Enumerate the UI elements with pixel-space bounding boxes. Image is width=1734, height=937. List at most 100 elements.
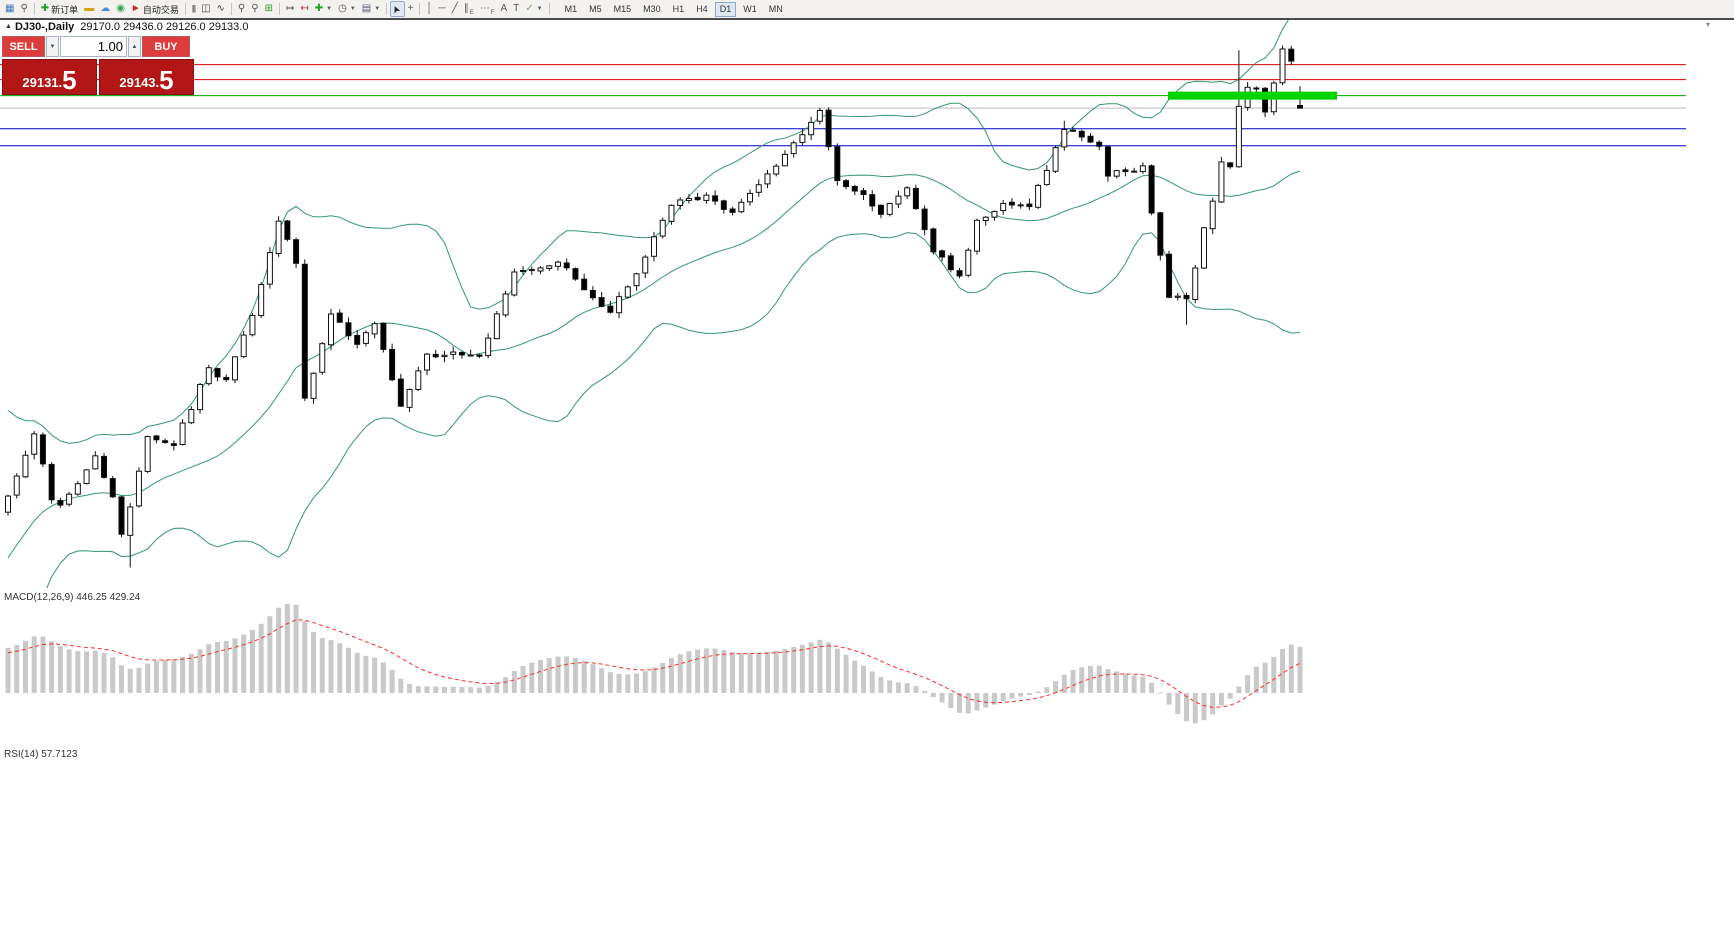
timeframe-m15[interactable]: M15 xyxy=(613,3,632,14)
trendline-icon: ╱ xyxy=(451,3,458,14)
timeframe-mn[interactable]: MN xyxy=(768,3,783,14)
vertical-line-icon: │ xyxy=(426,3,433,14)
new-order-button-label: 新订单 xyxy=(51,4,79,15)
dropdown-arrow-icon: ▼ xyxy=(374,6,381,12)
toolbar: ▦ ⚲ ✚ 新订单 ▬ ☁ ◉ ► 自动交易 ||| ◫ ∿ ⚲ ⚲ ⊞ ↦ ↤ ✚ ▼ ◷ ▼ ▤ ▼ ➤ + │ ─ ╱ ∥ E ⋯ F A… xyxy=(0,0,1734,18)
fibonacci-icon[interactable]: ⋯ F xyxy=(477,1,498,17)
timeframe-h1[interactable]: H1 xyxy=(672,3,685,14)
bars-chart-icon: ||| xyxy=(191,4,196,13)
toolbar-separator xyxy=(386,3,388,15)
new-chart-icon[interactable]: ✚ ▼ xyxy=(312,1,335,17)
horizontal-line-icon[interactable]: ─ xyxy=(436,1,449,17)
autotrading-icon: ► xyxy=(130,3,141,14)
signal-icon: ◉ xyxy=(116,3,125,14)
zoom-out-icon: ⚲ xyxy=(251,3,259,14)
tile-windows-icon[interactable]: ⊞ xyxy=(262,1,276,17)
chart-collapse-icon[interactable]: ▾ xyxy=(1706,20,1711,29)
chart-shift-icon[interactable]: ↤ xyxy=(297,1,311,17)
level-lines-layer[interactable] xyxy=(0,64,1686,147)
buy-price-button[interactable]: 29143. 5 xyxy=(99,59,194,95)
text-icon[interactable]: A xyxy=(497,1,510,17)
line-chart-icon[interactable]: ∿ xyxy=(214,1,228,17)
macd-signal-line xyxy=(7,619,1301,708)
vertical-line-icon[interactable]: │ xyxy=(423,1,435,17)
sell-button[interactable]: SELL xyxy=(2,36,45,57)
volume-decrease-button[interactable]: ▼ xyxy=(46,36,59,57)
symbol-period: DJ30-,Daily xyxy=(14,21,75,33)
dropdown-arrow-icon: ▼ xyxy=(349,6,356,12)
trendline-icon[interactable]: ╱ xyxy=(449,1,461,17)
ohlc-values: 29170.0 29436.0 29126.0 29133.0 xyxy=(80,21,249,33)
cursor-icon[interactable]: ➤ xyxy=(390,1,405,17)
auto-scroll-icon: ↦ xyxy=(285,3,295,14)
period-icon: ◷ xyxy=(338,3,347,14)
price-chart-plot[interactable] xyxy=(0,9,1686,705)
bars-chart-icon[interactable]: ||| xyxy=(189,1,198,17)
label-icon: T xyxy=(513,3,520,14)
chart-title: ▲ DJ30-,Daily 29170.0 29436.0 29126.0 2913… xyxy=(5,21,248,33)
preview-icon: ⚲ xyxy=(20,3,28,14)
timeframe-m1[interactable]: M1 xyxy=(564,3,578,14)
zoom-in-icon: ⚲ xyxy=(237,3,246,14)
new-order-button[interactable]: ✚ 新订单 xyxy=(38,1,81,17)
chart-shift-icon: ↤ xyxy=(300,3,309,14)
support-zone-band[interactable] xyxy=(1168,91,1337,100)
template-icon[interactable]: ▤ ▼ xyxy=(359,1,383,17)
sell-price-pips: 5 xyxy=(62,65,77,96)
market-watch-icon[interactable]: ▬ xyxy=(81,1,97,17)
signal-icon[interactable]: ◉ xyxy=(113,1,128,17)
buy-button[interactable]: BUY xyxy=(142,36,190,57)
preview-icon[interactable]: ⚲ xyxy=(17,1,30,17)
crosshair-icon: + xyxy=(407,3,414,14)
auto-scroll-icon[interactable]: ↦ xyxy=(283,1,297,17)
candlestick-chart-icon[interactable]: ◫ xyxy=(198,1,213,17)
rsi-indicator-label: RSI(14) 57.7123 xyxy=(4,749,78,760)
period-icon[interactable]: ◷ ▼ xyxy=(335,1,359,17)
timeframe-m5[interactable]: M5 xyxy=(589,3,602,14)
fibonacci-icon-subscript: F xyxy=(490,10,495,16)
bollinger-lower-band[interactable] xyxy=(8,232,1301,705)
candlestick-chart-icon: ◫ xyxy=(201,3,211,14)
toolbar-separator xyxy=(33,3,35,15)
tile-windows-icon: ⊞ xyxy=(264,3,273,14)
horizontal-line-icon: ─ xyxy=(438,3,446,14)
autotrading-button[interactable]: ► 自动交易 xyxy=(128,1,182,17)
community-icon: ☁ xyxy=(100,3,111,14)
sell-price-button[interactable]: 29131. 5 xyxy=(2,59,97,95)
fibonacci-icon: ⋯ xyxy=(479,3,490,14)
crosshair-icon[interactable]: + xyxy=(405,1,417,17)
volume-increase-button[interactable]: ▲ xyxy=(128,36,141,57)
community-icon[interactable]: ☁ xyxy=(97,1,113,17)
timeframe-w1[interactable]: W1 xyxy=(743,3,757,14)
new-chart-icon: ✚ xyxy=(314,3,324,14)
cursor-icon: ➤ xyxy=(390,3,404,16)
chart-window-icon[interactable]: ▦ xyxy=(2,1,17,17)
bollinger-middle-band[interactable] xyxy=(7,170,1301,559)
volume-input[interactable]: 1.00 xyxy=(60,36,127,57)
zoom-in-icon[interactable]: ⚲ xyxy=(235,1,248,17)
equidistant-channel-icon: ∥ xyxy=(463,3,469,14)
toolbar-separator xyxy=(419,3,421,15)
arrows-icon: ✓ xyxy=(525,3,534,14)
label-icon[interactable]: T xyxy=(510,1,522,17)
macd-panel[interactable] xyxy=(5,603,1303,724)
autotrading-button-label: 自动交易 xyxy=(142,4,179,15)
equidistant-channel-icon[interactable]: ∥ E xyxy=(461,1,477,17)
candles-layer xyxy=(5,45,1303,568)
template-icon: ▤ xyxy=(361,3,372,14)
market-watch-icon: ▬ xyxy=(84,3,95,14)
one-click-trading-panel: SELL ▼ 1.00 ▲ BUY 29131. 5 29143. 5 xyxy=(2,36,196,95)
chart-window-border xyxy=(0,18,1734,20)
sell-price-main: 29131 xyxy=(22,75,59,90)
timeframe-m30[interactable]: M30 xyxy=(643,3,661,14)
timeframe-h4[interactable]: H4 xyxy=(696,3,708,14)
zoom-out-icon[interactable]: ⚲ xyxy=(248,1,261,17)
timeframe-d1[interactable]: D1 xyxy=(714,1,737,17)
arrows-icon[interactable]: ✓ ▼ xyxy=(522,1,545,17)
toolbar-separator xyxy=(184,3,186,15)
new-order-icon: ✚ xyxy=(40,3,50,14)
collapse-marker-icon: ▲ xyxy=(5,23,12,30)
buy-price-dot: . xyxy=(155,75,160,90)
